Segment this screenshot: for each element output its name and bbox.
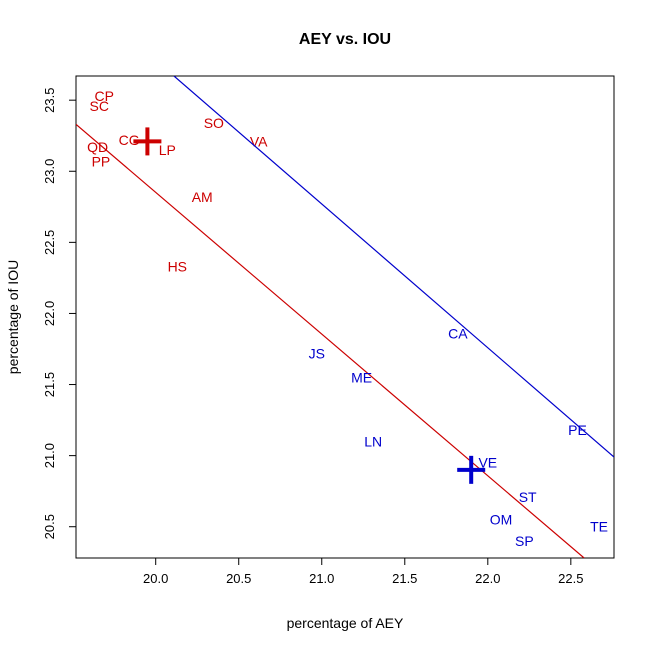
- point-label: CG: [119, 132, 140, 148]
- centroid-marker: [457, 455, 486, 484]
- point-label: LN: [364, 433, 382, 449]
- y-axis: 20.5 21.0 21.5 22.0 22.5 23.0 23.5: [42, 88, 76, 539]
- point-label: CP: [95, 88, 114, 104]
- chart-title: AEY vs. IOU: [299, 31, 391, 48]
- point-label: SP: [515, 533, 534, 549]
- y-tick-label: 20.5: [42, 514, 57, 539]
- point-label: VE: [478, 455, 497, 471]
- point-label: CA: [448, 325, 468, 341]
- point-label: PP: [92, 153, 111, 169]
- point-label: JS: [309, 345, 325, 361]
- x-tick-label: 22.0: [475, 571, 500, 586]
- point-label: SC: [90, 98, 109, 114]
- centroid-marker: [133, 127, 162, 156]
- y-axis-label: percentage of IOU: [5, 260, 21, 374]
- point-label: ST: [519, 489, 537, 505]
- y-tick-label: 23.0: [42, 159, 57, 184]
- x-tick-label: 20.5: [226, 571, 251, 586]
- point-label: PE: [568, 422, 587, 438]
- y-tick-label: 23.5: [42, 88, 57, 113]
- point-label: LP: [159, 142, 176, 158]
- y-tick-label: 22.5: [42, 230, 57, 255]
- point-label: ME: [351, 369, 372, 385]
- x-tick-label: 22.5: [558, 571, 583, 586]
- point-label: SO: [204, 115, 224, 131]
- y-tick-label: 21.5: [42, 372, 57, 397]
- x-tick-label: 20.0: [143, 571, 168, 586]
- plot-area: [75, 75, 615, 559]
- point-label: TE: [590, 519, 608, 535]
- y-tick-label: 21.0: [42, 443, 57, 468]
- point-label: HS: [168, 259, 187, 275]
- x-tick-label: 21.0: [309, 571, 334, 586]
- fit-line: [173, 76, 614, 458]
- fit-line: [76, 123, 585, 558]
- x-axis-label: percentage of AEY: [287, 615, 404, 631]
- y-tick-label: 22.0: [42, 301, 57, 326]
- point-label: OM: [490, 512, 513, 528]
- x-axis: 20.0 20.5 21.0 21.5 22.0 22.5: [143, 557, 583, 586]
- point-label: VA: [250, 133, 268, 149]
- point-label: QD: [87, 139, 108, 155]
- x-tick-label: 21.5: [392, 571, 417, 586]
- point-label: AM: [192, 189, 213, 205]
